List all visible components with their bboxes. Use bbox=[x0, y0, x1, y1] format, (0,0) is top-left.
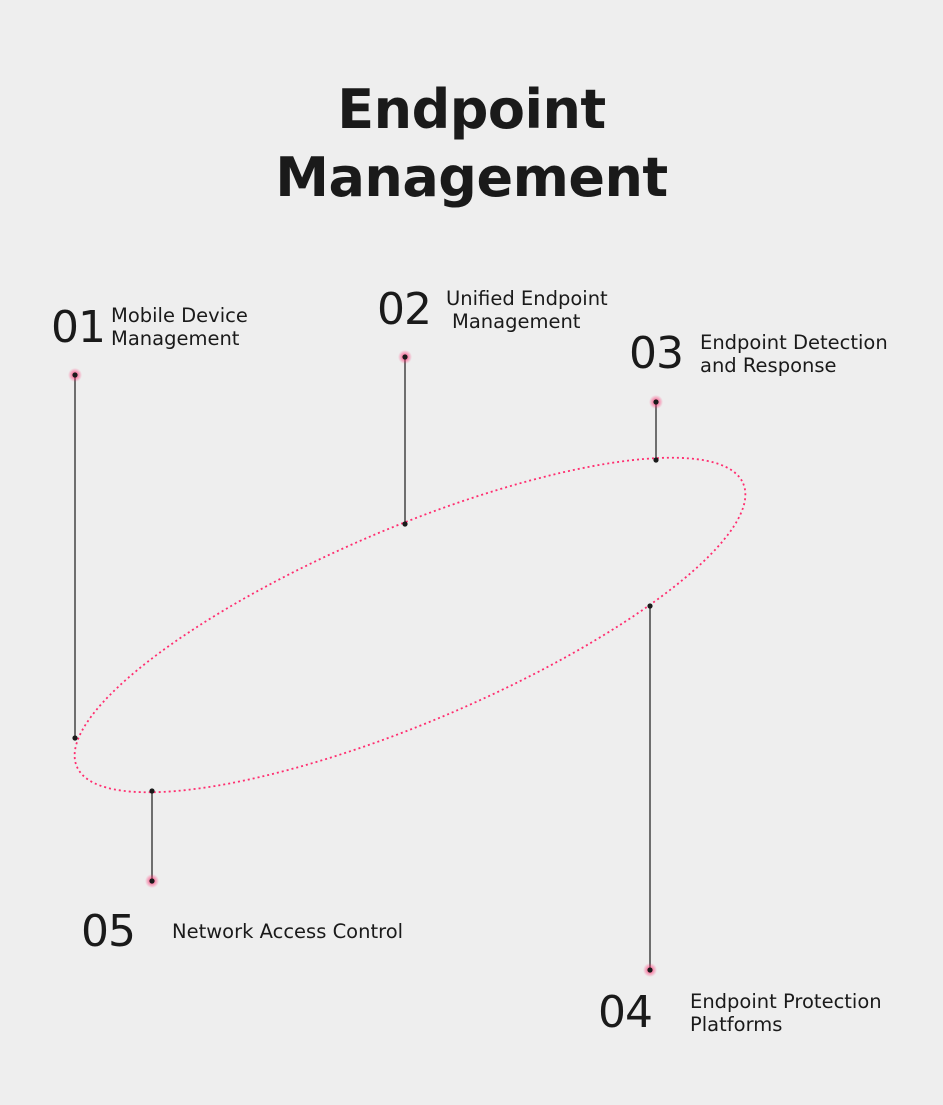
item-04-number: 04 bbox=[598, 987, 653, 1038]
label-line: Mobile Device bbox=[111, 304, 248, 327]
label-line: and Response bbox=[700, 354, 837, 377]
orbit-ellipse bbox=[73, 456, 747, 794]
item-03-number: 03 bbox=[629, 328, 684, 379]
title-line-1: Endpoint bbox=[337, 78, 606, 141]
label-line: Platforms bbox=[690, 1013, 783, 1036]
ellipse-dot bbox=[149, 788, 155, 794]
label-line: Network Access Control bbox=[172, 920, 404, 943]
item-05-label: Network Access Control bbox=[172, 920, 403, 943]
ellipse-dot bbox=[402, 521, 408, 527]
item-05-number: 05 bbox=[81, 906, 136, 957]
title-line-2: Management bbox=[275, 146, 668, 209]
item-02-label: Unified Endpoint Management bbox=[446, 287, 608, 333]
item-01-label: Mobile Device Management bbox=[111, 304, 248, 350]
ellipse-dot bbox=[647, 603, 653, 609]
item-03-label: Endpoint Detection and Response bbox=[700, 331, 888, 377]
label-line: Management bbox=[452, 310, 581, 333]
item-04-label: Endpoint Protection Platforms bbox=[690, 990, 882, 1036]
end-dot bbox=[402, 354, 408, 360]
label-line: Management bbox=[111, 327, 240, 350]
label-line: Endpoint Protection bbox=[690, 990, 882, 1013]
end-dot bbox=[149, 878, 155, 884]
ellipse-dot bbox=[653, 457, 659, 463]
item-01-number: 01 bbox=[51, 302, 106, 353]
end-dot bbox=[647, 967, 653, 973]
item-02-number: 02 bbox=[377, 284, 432, 335]
ellipse-dot bbox=[72, 735, 78, 741]
diagram-title: Endpoint Management bbox=[0, 76, 943, 212]
label-line: Endpoint Detection bbox=[700, 331, 888, 354]
end-dot bbox=[653, 399, 659, 405]
label-line: Unified Endpoint bbox=[446, 287, 608, 310]
end-dot bbox=[72, 372, 78, 378]
